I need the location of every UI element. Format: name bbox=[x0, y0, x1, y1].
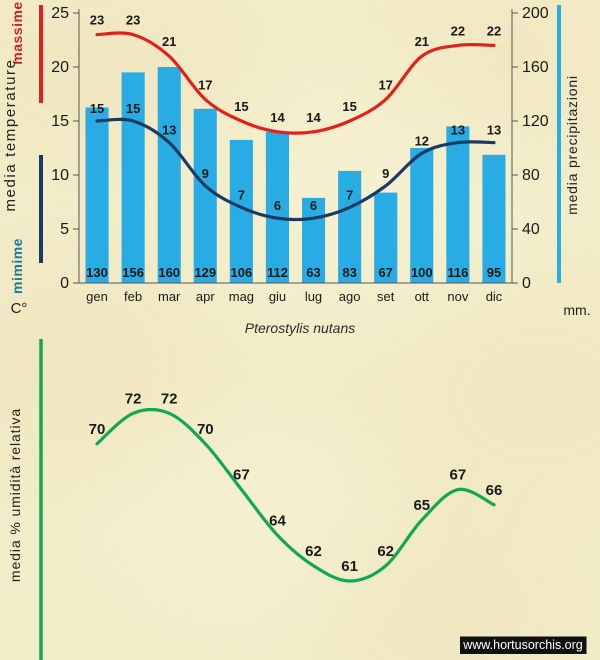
svg-text:13: 13 bbox=[162, 123, 176, 138]
svg-text:lug: lug bbox=[305, 289, 322, 304]
svg-text:15: 15 bbox=[234, 99, 248, 114]
svg-text:67: 67 bbox=[450, 467, 467, 484]
svg-text:156: 156 bbox=[122, 265, 144, 280]
svg-text:66: 66 bbox=[486, 482, 503, 499]
svg-text:5: 5 bbox=[60, 221, 69, 238]
svg-text:22: 22 bbox=[487, 23, 501, 38]
svg-text:72: 72 bbox=[125, 390, 142, 407]
svg-text:106: 106 bbox=[231, 265, 253, 280]
svg-text:10: 10 bbox=[51, 167, 69, 184]
svg-text:media % umidità relativa: media % umidità relativa bbox=[7, 408, 23, 582]
svg-text:gen: gen bbox=[86, 289, 108, 304]
svg-text:17: 17 bbox=[378, 77, 392, 92]
svg-text:112: 112 bbox=[267, 265, 288, 280]
svg-text:25: 25 bbox=[51, 5, 69, 22]
svg-text:massime: massime bbox=[9, 1, 25, 64]
svg-text:21: 21 bbox=[415, 34, 429, 49]
svg-text:apr: apr bbox=[196, 289, 215, 304]
svg-text:15: 15 bbox=[126, 101, 140, 116]
svg-text:20: 20 bbox=[51, 59, 69, 76]
svg-text:67: 67 bbox=[378, 265, 392, 280]
svg-text:ott: ott bbox=[415, 289, 430, 304]
svg-text:23: 23 bbox=[126, 13, 140, 28]
svg-text:200: 200 bbox=[522, 5, 549, 22]
svg-text:nov: nov bbox=[447, 289, 468, 304]
svg-text:6: 6 bbox=[274, 198, 281, 213]
svg-text:67: 67 bbox=[233, 467, 250, 484]
svg-text:www.hortusorchis.org: www.hortusorchis.org bbox=[462, 638, 583, 652]
svg-text:23: 23 bbox=[90, 13, 104, 28]
svg-text:6: 6 bbox=[310, 198, 317, 213]
svg-text:9: 9 bbox=[382, 166, 389, 181]
svg-text:80: 80 bbox=[522, 167, 540, 184]
svg-text:13: 13 bbox=[487, 123, 501, 138]
svg-text:64: 64 bbox=[269, 512, 286, 529]
svg-text:17: 17 bbox=[198, 77, 212, 92]
svg-text:160: 160 bbox=[158, 265, 180, 280]
svg-text:15: 15 bbox=[342, 99, 356, 114]
svg-text:12: 12 bbox=[415, 133, 429, 148]
svg-text:70: 70 bbox=[197, 421, 214, 438]
svg-text:22: 22 bbox=[451, 23, 465, 38]
svg-text:120: 120 bbox=[522, 113, 549, 130]
svg-text:mimime: mimime bbox=[9, 238, 25, 294]
svg-text:0: 0 bbox=[60, 275, 69, 292]
svg-text:62: 62 bbox=[377, 543, 394, 560]
svg-text:7: 7 bbox=[346, 187, 353, 202]
svg-text:160: 160 bbox=[522, 59, 549, 76]
svg-text:giu: giu bbox=[269, 289, 286, 304]
svg-text:feb: feb bbox=[124, 289, 142, 304]
svg-text:116: 116 bbox=[447, 265, 468, 280]
svg-text:21: 21 bbox=[162, 34, 176, 49]
svg-text:media precipitazioni: media precipitazioni bbox=[564, 75, 580, 215]
svg-text:61: 61 bbox=[341, 558, 358, 575]
svg-text:83: 83 bbox=[342, 265, 356, 280]
svg-text:15: 15 bbox=[90, 101, 104, 116]
svg-text:62: 62 bbox=[305, 543, 322, 560]
svg-text:65: 65 bbox=[413, 497, 430, 514]
svg-text:0: 0 bbox=[522, 275, 531, 292]
svg-text:ago: ago bbox=[339, 289, 361, 304]
svg-text:14: 14 bbox=[306, 110, 321, 125]
svg-text:70: 70 bbox=[89, 421, 106, 438]
svg-text:C°: C° bbox=[11, 300, 28, 317]
svg-text:media temperature: media temperature bbox=[2, 58, 19, 211]
svg-text:mag: mag bbox=[229, 289, 254, 304]
svg-text:95: 95 bbox=[487, 265, 501, 280]
svg-text:100: 100 bbox=[411, 265, 433, 280]
svg-text:14: 14 bbox=[270, 110, 285, 125]
svg-text:130: 130 bbox=[86, 265, 108, 280]
svg-text:7: 7 bbox=[238, 187, 245, 202]
svg-text:15: 15 bbox=[51, 113, 69, 130]
svg-text:129: 129 bbox=[194, 265, 216, 280]
svg-text:13: 13 bbox=[451, 123, 465, 138]
svg-text:mm.: mm. bbox=[563, 302, 590, 318]
svg-text:72: 72 bbox=[161, 390, 178, 407]
svg-text:40: 40 bbox=[522, 221, 540, 238]
svg-text:set: set bbox=[377, 289, 395, 304]
svg-text:63: 63 bbox=[306, 265, 320, 280]
svg-text:dic: dic bbox=[486, 289, 503, 304]
svg-text:9: 9 bbox=[202, 166, 209, 181]
svg-text:mar: mar bbox=[158, 289, 181, 304]
